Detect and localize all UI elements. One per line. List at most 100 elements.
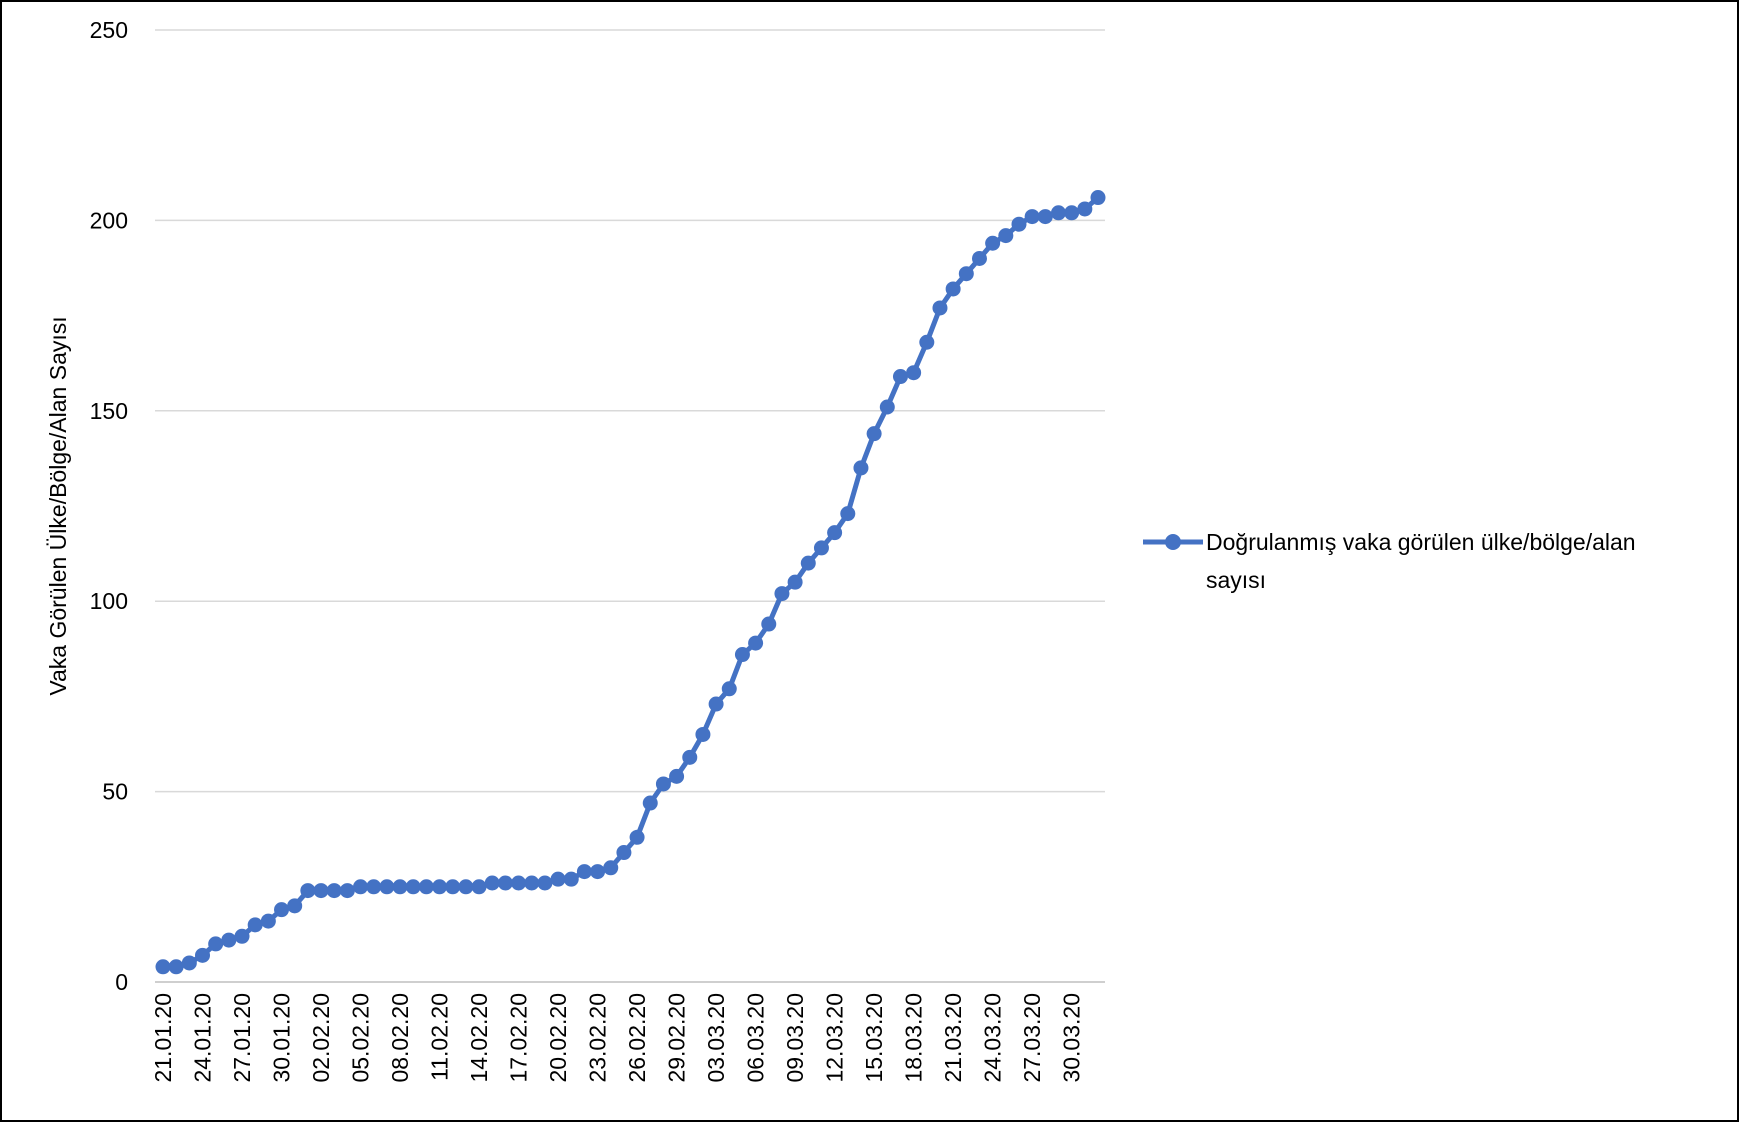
data-point (616, 845, 632, 861)
data-point (300, 883, 316, 899)
y-tick-label: 0 (115, 969, 128, 995)
data-point (603, 860, 619, 876)
x-tick-label: 20.02.20 (545, 993, 571, 1083)
x-tick-label: 12.03.20 (822, 993, 848, 1083)
y-tick-label: 250 (90, 17, 128, 43)
data-point (247, 917, 263, 933)
data-point (774, 586, 790, 602)
data-point (919, 334, 935, 350)
data-point (1077, 201, 1093, 217)
x-tick-label: 21.01.20 (150, 993, 176, 1083)
x-tick-label: 09.03.20 (782, 993, 808, 1083)
data-point (629, 829, 645, 845)
data-point (813, 540, 829, 556)
x-tick-label: 27.01.20 (229, 993, 255, 1083)
data-point (339, 883, 355, 899)
data-point (1024, 209, 1040, 225)
y-tick-label: 50 (102, 779, 128, 805)
data-point (800, 555, 816, 571)
x-tick-label: 29.02.20 (664, 993, 690, 1083)
data-point (695, 726, 711, 742)
data-point (906, 365, 922, 381)
data-point (326, 883, 342, 899)
x-tick-label: 06.03.20 (743, 993, 769, 1083)
data-point (1011, 216, 1027, 232)
data-point (537, 875, 553, 891)
data-point (892, 369, 908, 385)
data-point (879, 399, 895, 415)
data-point (682, 749, 698, 765)
data-point (432, 879, 448, 895)
x-tick-label: 18.03.20 (901, 993, 927, 1083)
legend-label-line-1: Doğrulanmış vaka görülen ülke/bölge/alan (1206, 529, 1636, 555)
data-point (195, 947, 211, 963)
data-point (945, 281, 961, 297)
data-point (932, 300, 948, 316)
data-point (418, 879, 434, 895)
y-tick-label: 150 (90, 398, 128, 424)
gridlines (155, 29, 1105, 983)
data-point (734, 647, 750, 663)
data-point (379, 879, 395, 895)
data-point (234, 928, 250, 944)
data-point (497, 875, 513, 891)
data-point (840, 506, 856, 522)
x-tick-label: 21.03.20 (940, 993, 966, 1083)
data-point (748, 635, 764, 651)
legend-marker-point (1165, 534, 1181, 550)
x-tick-label: 26.02.20 (624, 993, 650, 1083)
data-point (576, 864, 592, 880)
data-point (484, 875, 500, 891)
y-axis-title: Vaka Görülen Ülke/Bölge/Alan Sayısı (45, 316, 71, 695)
data-point (866, 426, 882, 442)
y-tick-label: 200 (90, 207, 128, 233)
x-tick-label: 02.02.20 (308, 993, 334, 1083)
data-point (260, 913, 276, 929)
legend-label-line-2: sayısı (1206, 567, 1266, 593)
data-point (181, 955, 197, 971)
data-point (221, 932, 237, 948)
x-tick-label: 14.02.20 (466, 993, 492, 1083)
x-tick-label: 11.02.20 (427, 993, 453, 1081)
data-point (1090, 190, 1106, 206)
data-point (550, 871, 566, 887)
data-point (787, 574, 803, 590)
x-tick-label: 24.01.20 (190, 993, 216, 1083)
x-tick-label: 30.03.20 (1059, 993, 1085, 1083)
data-point (511, 875, 527, 891)
data-point (445, 879, 461, 895)
data-point (1037, 209, 1053, 225)
data-point (655, 776, 671, 792)
data-point (669, 768, 685, 784)
data-point (971, 250, 987, 266)
data-point (998, 228, 1014, 244)
data-point (168, 959, 184, 975)
data-point (313, 883, 329, 899)
data-point (392, 879, 408, 895)
data-point (642, 795, 658, 811)
data-point (405, 879, 421, 895)
data-point (853, 460, 869, 476)
data-point (721, 681, 737, 697)
x-tick-label: 24.03.20 (980, 993, 1006, 1083)
y-tick-label: 100 (90, 588, 128, 614)
data-point (458, 879, 474, 895)
x-tick-label: 03.03.20 (703, 993, 729, 1083)
x-tick-label: 27.03.20 (1019, 993, 1045, 1083)
data-point (958, 266, 974, 282)
x-axis-tick-labels: 21.01.20 24.01.20 27.01.20 30.01.20 02.02.20… (150, 993, 1085, 1083)
data-point (524, 875, 540, 891)
x-tick-label: 08.02.20 (387, 993, 413, 1083)
data-point (1050, 205, 1066, 221)
x-tick-label: 30.01.20 (269, 993, 295, 1083)
data-point (274, 902, 290, 918)
x-tick-label: 23.02.20 (585, 993, 611, 1083)
data-point (985, 235, 1001, 251)
data-point (208, 936, 224, 952)
data-point (590, 864, 606, 880)
data-point (761, 616, 777, 632)
data-point (827, 525, 843, 541)
series-doğrulanmış-vaka (155, 190, 1106, 975)
